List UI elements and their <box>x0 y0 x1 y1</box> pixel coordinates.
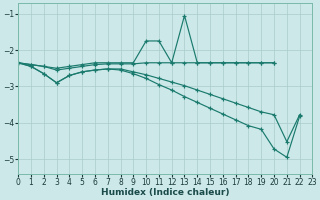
X-axis label: Humidex (Indice chaleur): Humidex (Indice chaleur) <box>101 188 229 197</box>
